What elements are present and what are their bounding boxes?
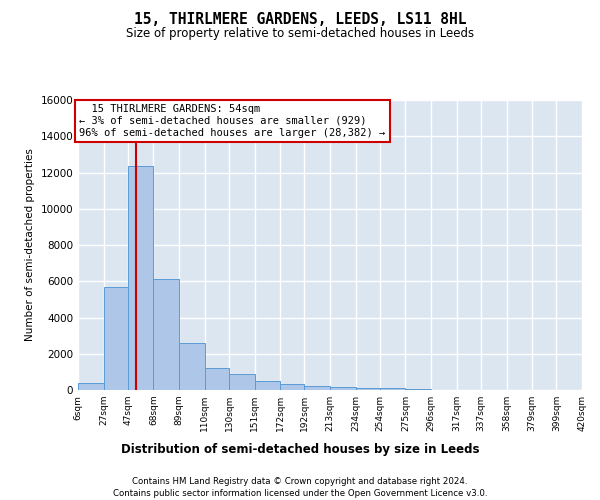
Text: 15, THIRLMERE GARDENS, LEEDS, LS11 8HL: 15, THIRLMERE GARDENS, LEEDS, LS11 8HL [134, 12, 466, 28]
Text: Size of property relative to semi-detached houses in Leeds: Size of property relative to semi-detach… [126, 28, 474, 40]
Bar [229, 374, 254, 390]
Text: Contains public sector information licensed under the Open Government Licence v3: Contains public sector information licen… [113, 489, 487, 498]
Bar [128, 166, 154, 390]
Y-axis label: Number of semi-detached properties: Number of semi-detached properties [25, 148, 35, 342]
Bar [280, 384, 304, 390]
Text: Distribution of semi-detached houses by size in Leeds: Distribution of semi-detached houses by … [121, 442, 479, 456]
Bar [154, 278, 179, 390]
Bar [179, 343, 205, 390]
Bar [380, 388, 406, 390]
Bar [104, 286, 128, 390]
Bar [330, 388, 356, 390]
Bar [406, 389, 431, 390]
Bar [304, 386, 330, 390]
Bar [205, 368, 229, 390]
Bar [254, 381, 280, 390]
Text: 15 THIRLMERE GARDENS: 54sqm
← 3% of semi-detached houses are smaller (929)
96% o: 15 THIRLMERE GARDENS: 54sqm ← 3% of semi… [79, 104, 385, 138]
Bar [78, 383, 104, 390]
Bar [356, 388, 380, 390]
Text: Contains HM Land Registry data © Crown copyright and database right 2024.: Contains HM Land Registry data © Crown c… [132, 478, 468, 486]
